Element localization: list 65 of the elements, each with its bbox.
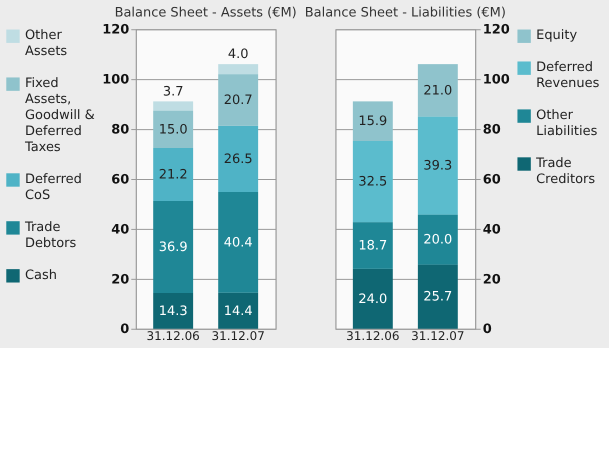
legend-label: Deferred CoS [24, 172, 82, 203]
data-label: 14.4 [224, 304, 253, 319]
data-label: 20.7 [224, 92, 253, 108]
bar [352, 268, 393, 329]
legend-label: Cash [24, 268, 57, 283]
bar [153, 101, 194, 111]
data-label: 24.0 [358, 292, 388, 307]
bar [352, 222, 393, 269]
bar [153, 110, 194, 148]
y-tick-label: 120 [482, 22, 510, 38]
y-tick-label: 40 [482, 222, 501, 238]
data-label: 3.7 [162, 84, 184, 100]
data-label: 18.7 [358, 238, 388, 254]
data-label: 21.2 [158, 167, 188, 182]
bar [218, 192, 258, 293]
x-tick-label: 31.12.07 [411, 329, 464, 344]
bar [153, 293, 194, 329]
data-label: 15.0 [158, 122, 188, 138]
bar [153, 148, 194, 201]
legend-label: Trade Debtors [24, 220, 77, 251]
legend-label: Deferred Revenues [536, 60, 600, 92]
y-tick-label: 0 [482, 322, 492, 338]
x-tick-label: 31.12.06 [346, 329, 400, 344]
data-label: 20.0 [423, 232, 452, 248]
y-tick-label: 80 [111, 122, 130, 138]
y-tick-label: 100 [102, 72, 130, 88]
x-tick-label: 31.12.07 [212, 329, 265, 344]
data-label: 25.7 [423, 290, 452, 305]
data-label: 4.0 [228, 47, 248, 62]
data-label: 36.9 [158, 240, 188, 255]
data-label: 39.3 [423, 158, 452, 174]
y-tick-label: 20 [111, 272, 130, 288]
chart-title: Balance Sheet - Liabilities (€M) [304, 5, 506, 20]
bar [418, 64, 458, 117]
chart-title: Balance Sheet - Assets (€M) [114, 5, 297, 20]
legend-label: Equity [536, 28, 578, 44]
bar [352, 101, 393, 142]
data-label: 32.5 [358, 174, 388, 190]
x-tick-label: 31.12.06 [146, 329, 200, 344]
y-tick-label: 100 [482, 72, 510, 88]
y-tick-label: 60 [111, 172, 130, 188]
y-tick-label: 80 [482, 122, 501, 138]
data-label: 26.5 [224, 152, 253, 167]
bar [418, 116, 458, 215]
bar [218, 64, 258, 74]
bar [218, 292, 258, 329]
data-label: 14.3 [158, 304, 188, 319]
y-tick-label: 0 [120, 322, 130, 338]
y-tick-label: 120 [102, 22, 130, 38]
bar [153, 200, 194, 294]
y-tick-label: 20 [482, 272, 501, 288]
legend-label: Other Assets [24, 28, 68, 60]
bar [418, 264, 458, 329]
data-label: 40.4 [224, 235, 253, 250]
legend-label: Other Liabilities [536, 108, 598, 140]
bar [218, 74, 258, 126]
y-tick-label: 60 [482, 172, 501, 188]
data-label: 15.9 [358, 114, 388, 130]
bar [352, 141, 393, 222]
data-label: 21.0 [423, 83, 452, 98]
bar [218, 126, 258, 192]
bar [418, 214, 458, 265]
y-tick-label: 40 [111, 222, 130, 238]
legend-label: Trade Creditors [535, 156, 596, 187]
legend-label: Fixed Assets, Goodwill & Deferred Taxes [24, 76, 95, 156]
